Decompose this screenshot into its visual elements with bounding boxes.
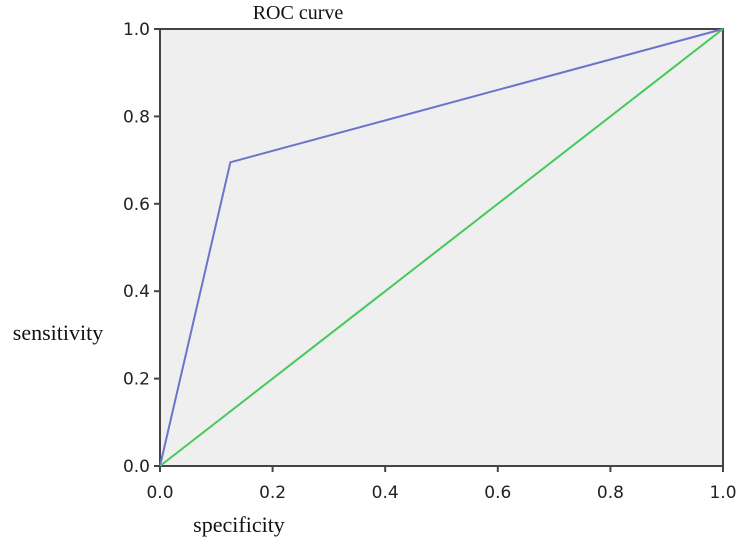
y-tick-label: 0.4	[123, 282, 150, 302]
x-tick-label: 0.0	[146, 483, 173, 503]
x-tick-label: 0.4	[372, 483, 399, 503]
y-tick-label: 1.0	[123, 20, 150, 40]
x-tick-label: 0.2	[259, 483, 286, 503]
series-line-2	[159, 28, 724, 467]
y-axis-label: sensitivity	[13, 320, 103, 345]
chart-title: ROC curve	[253, 2, 344, 24]
ticks-layer: 0.0 0.2 0.4 0.6 0.8 1.0 0.0 0.2 0.4 0.6 0.8 1.0	[123, 20, 737, 503]
y-tick-label: 0.6	[123, 195, 150, 215]
x-tick-label: 1.0	[709, 483, 736, 503]
x-tick-label: 0.6	[484, 483, 511, 503]
y-tick-label: 0.2	[123, 370, 150, 390]
x-tick-label: 0.8	[597, 483, 624, 503]
y-tick-label: 0.0	[123, 457, 150, 477]
x-axis-label: specificity	[193, 512, 285, 537]
y-tick-label: 0.8	[123, 107, 150, 127]
